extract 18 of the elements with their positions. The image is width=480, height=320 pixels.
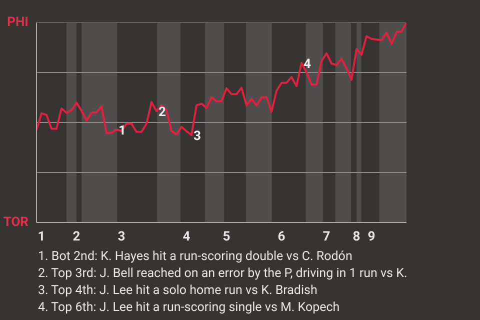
annotation: 4 xyxy=(304,56,312,72)
x-tick-label: 7 xyxy=(322,230,330,244)
text: 1. Bot 2nd: K. Hayes hit a run-scoring double vs C. Rodón xyxy=(38,249,352,264)
text: PHI xyxy=(7,15,29,30)
x-tick-label: 6 xyxy=(278,230,286,244)
x-tick-label: 9 xyxy=(368,230,376,244)
x-tick-label: 1 xyxy=(38,230,46,244)
text: 3. Top 4th: J. Lee hit a solo home run vs K. Bradish xyxy=(38,283,318,298)
text: TOR xyxy=(3,215,30,230)
x-tick-label: 4 xyxy=(182,230,191,244)
x-tick-label: 3 xyxy=(118,230,126,244)
annotation: 3 xyxy=(194,129,201,144)
annotation: 2 xyxy=(158,105,166,120)
text: 2. Top 3rd: J. Bell reached on an error by the P, driving in 1 run vs K. xyxy=(38,266,408,281)
x-tick-label: 8 xyxy=(352,230,360,244)
text: 4. Top 6th: J. Lee hit a run-scoring single vs M. Kopech xyxy=(38,300,340,315)
x-tick-label: 5 xyxy=(222,230,230,244)
x-tick-label: 2 xyxy=(72,230,80,244)
